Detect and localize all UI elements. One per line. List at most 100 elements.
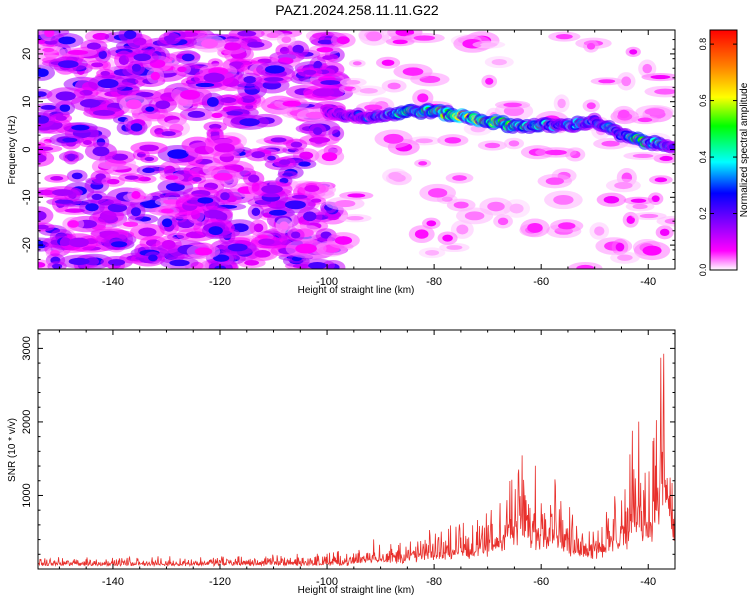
spectrogram-cell (167, 149, 189, 159)
spectrogram-cell (123, 30, 137, 40)
spectrogram-cell (359, 88, 378, 94)
snr-frame (37, 329, 676, 570)
spectrogram-cell (130, 207, 142, 217)
spectrogram-cell (366, 31, 383, 42)
spectrogram-cell (295, 243, 317, 254)
spectrogram-cell (312, 88, 335, 97)
spectrogram-cell (122, 221, 139, 227)
spectrogram-cell (124, 175, 139, 180)
x-tick-label: -100 (316, 276, 338, 288)
spectrogram-cell (223, 42, 241, 51)
y-tick-label: -10 (21, 189, 33, 205)
spectrogram-cell (150, 71, 160, 81)
spectrogram-cell (305, 111, 325, 119)
spectrogram-cell (67, 153, 76, 162)
spectrogram-cell (637, 117, 653, 123)
x-tick-label: -140 (102, 276, 124, 288)
spectrogram-cell (51, 189, 74, 196)
spectrogram-cell (485, 77, 494, 85)
spectrogram-cell (346, 215, 364, 221)
spectrogram-cell (334, 199, 356, 208)
spectrogram-cell (161, 208, 174, 214)
spectrogram-cell (320, 80, 341, 86)
spectrogram-cell (50, 176, 64, 181)
spectrogram-cell (632, 153, 654, 158)
spectrogram-y-axis-label: Frequency (Hz) (7, 116, 18, 185)
spectrogram-cell (626, 215, 635, 224)
x-tick-label: -120 (209, 276, 231, 288)
spectrogram-cell (497, 217, 509, 226)
spectrogram-cell (203, 72, 225, 83)
x-tick-label: -40 (640, 276, 656, 288)
spectrogram-cell (92, 109, 115, 116)
spectrogram-cell (248, 174, 260, 183)
spectrogram-cell (83, 140, 93, 145)
spectrogram-cell (237, 30, 257, 37)
spectrogram-cell (92, 146, 110, 157)
spectrogram-cell (428, 188, 448, 198)
spectrogram-cell (442, 234, 453, 242)
spectrogram-cell (258, 238, 275, 246)
spectrogram-cell (44, 30, 55, 38)
spectrogram-cell (586, 102, 596, 110)
spectrogram-cell (267, 155, 276, 161)
spectrogram-cell (85, 203, 99, 212)
spectrogram-cell (206, 97, 219, 107)
spectrogram-cell (161, 218, 173, 228)
spectrogram-cell (214, 143, 235, 153)
snr-background (38, 330, 675, 569)
spectrogram-cell (57, 60, 79, 69)
x-tick-label: -80 (426, 276, 442, 288)
spectrogram-cell (220, 97, 237, 103)
spectrogram-cell (145, 106, 155, 112)
spectrogram-cell (664, 218, 675, 225)
x-tick-label: -60 (533, 276, 549, 288)
spectrogram-cell (213, 172, 233, 181)
spectrogram-cell (181, 53, 195, 62)
spectrogram-cell (244, 260, 260, 266)
spectrogram-cell (480, 42, 498, 47)
spectrogram-cell (352, 61, 362, 66)
snr-y-ticks: 1000 2000 3000 (21, 333, 675, 555)
colorbar-tick-label: 0.6 (698, 94, 708, 107)
spectrogram-cell (187, 110, 206, 118)
spectrogram-cell (418, 161, 428, 166)
spectrogram-cell (464, 211, 485, 221)
spectrogram-cell (392, 39, 408, 45)
x-tick-label: -80 (426, 576, 442, 588)
spectrogram-cell (62, 137, 78, 143)
spectrogram-cell (138, 227, 157, 237)
spectrogram-cell (544, 149, 567, 156)
spectrogram-cell (316, 47, 334, 53)
spectrogram-cell (86, 42, 101, 50)
spectrogram-cell (642, 63, 653, 74)
spectrogram-cell (381, 59, 395, 66)
spectrogram-cell (659, 228, 670, 237)
spectrogram-cell (263, 77, 284, 82)
spectrogram-cell (594, 226, 605, 236)
spectrogram-cell (98, 50, 108, 60)
chart-title: PAZ1.2024.258.11.11.G22 (275, 2, 439, 18)
snr-series-line (38, 353, 675, 568)
spectrogram-cell (491, 58, 507, 66)
spectrogram-cell (282, 100, 302, 107)
spectrogram-cell (557, 98, 566, 109)
spectrogram-cell (509, 203, 524, 214)
spectrogram-cell (225, 110, 244, 116)
colorbar-tick-label: 0.8 (698, 38, 708, 51)
spectrogram-cell (639, 213, 659, 219)
spectrogram-cell (278, 159, 291, 165)
spectrogram-cell (364, 104, 383, 111)
colorbar-gradient (710, 30, 737, 270)
spectrogram-cell (54, 199, 74, 204)
y-tick-label: 0 (21, 146, 33, 152)
x-tick-label: -140 (102, 576, 124, 588)
spectrogram-cell (38, 115, 49, 124)
spectrogram-cell (555, 33, 573, 40)
spectrogram-cell (484, 142, 501, 149)
spectrogram-cell (425, 249, 440, 256)
spectrogram-cell (130, 123, 143, 132)
spectrogram-cell (38, 146, 54, 151)
spectrogram-cell (621, 76, 632, 87)
spectrogram-cell (227, 243, 248, 252)
